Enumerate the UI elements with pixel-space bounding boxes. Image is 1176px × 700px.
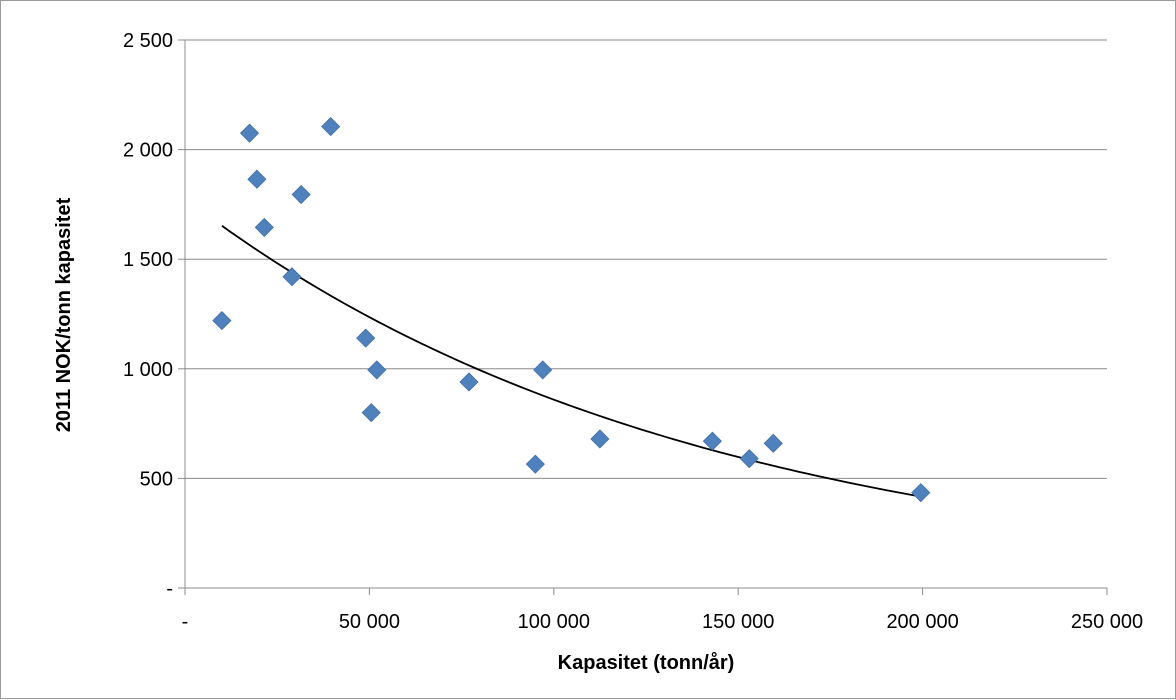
y-tick-labels: - 500 1 000 1 500 2 000 2 500 xyxy=(123,30,173,600)
data-point xyxy=(525,454,545,474)
data-point xyxy=(247,169,267,189)
y-tick-label: 2 000 xyxy=(123,140,173,162)
data-point xyxy=(254,217,274,237)
y-tick-label: - xyxy=(166,578,173,600)
data-point xyxy=(590,429,610,449)
y-tick-label: 1 000 xyxy=(123,359,173,381)
trendline xyxy=(221,225,921,498)
x-axis-title: Kapasitet (tonn/år) xyxy=(558,651,735,674)
data-point xyxy=(291,184,311,205)
y-tick-label: 500 xyxy=(140,468,173,490)
y-axis-title: 2011 NOK/tonn kapasitet xyxy=(53,197,75,432)
x-tick-label: 250 000 xyxy=(1071,611,1143,633)
x-tick-label: 50 000 xyxy=(339,611,400,633)
x-tick-label: 200 000 xyxy=(886,611,958,633)
data-point xyxy=(321,117,341,137)
x-tick-label: 100 000 xyxy=(518,611,590,633)
data-point xyxy=(533,360,553,380)
data-point xyxy=(212,311,232,331)
data-point xyxy=(739,449,759,469)
data-point xyxy=(367,360,387,380)
grid-lines xyxy=(185,39,1107,479)
data-point xyxy=(356,328,376,348)
data-points xyxy=(212,117,931,503)
x-tick-labels: - 50 000 100 000 150 000 200 000 250 000 xyxy=(182,611,1143,633)
x-tick-label: - xyxy=(182,611,189,633)
y-tick-label: 1 500 xyxy=(123,249,173,271)
data-point xyxy=(459,372,479,392)
data-point xyxy=(702,431,722,451)
data-point xyxy=(282,267,302,287)
data-point xyxy=(239,123,260,143)
axes xyxy=(178,39,1108,595)
data-point xyxy=(763,433,783,453)
x-tick-label: 150 000 xyxy=(702,611,774,633)
data-point xyxy=(911,483,931,503)
data-point xyxy=(361,403,381,423)
y-tick-label: 2 500 xyxy=(123,30,173,52)
